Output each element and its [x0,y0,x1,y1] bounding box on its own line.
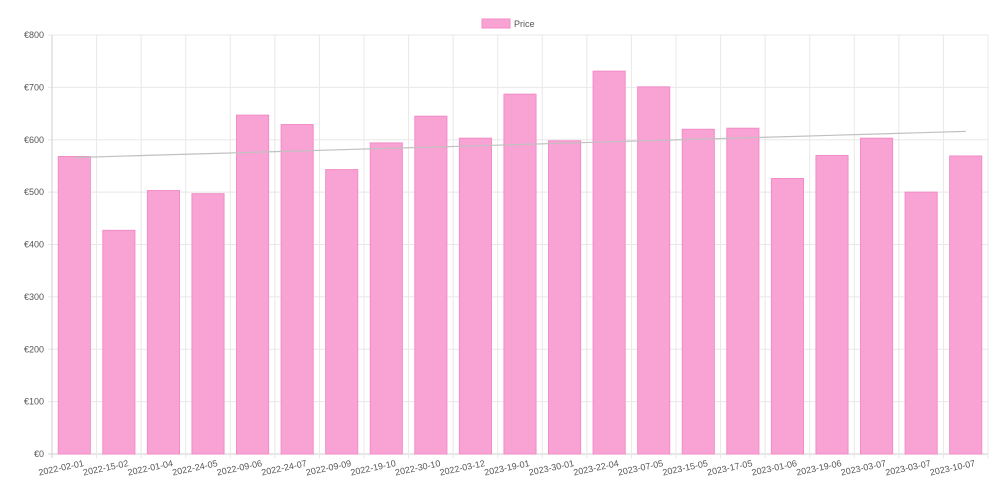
legend-swatch [481,18,511,29]
bar[interactable] [503,93,537,455]
x-tick-label: 2023-07-05 [617,458,664,477]
bar[interactable] [458,137,492,455]
y-tick-label: €600 [24,135,44,145]
x-tick-label: 2022-02-01 [38,458,85,477]
bar[interactable] [637,86,671,455]
x-tick-label: 2022-24-05 [171,458,218,477]
bar[interactable] [592,70,626,455]
x-tick-label: 2022-01-04 [127,458,174,477]
x-tick-label: 2023-17-05 [706,458,753,477]
bar[interactable] [726,127,760,455]
y-tick-label: €400 [24,240,44,250]
x-tick-label: 2022-24-07 [260,458,307,477]
bar[interactable] [815,154,849,455]
bar[interactable] [548,140,582,455]
x-tick-label: 2022-30-10 [394,458,441,477]
bar[interactable] [325,169,359,455]
bar-series [57,70,983,455]
y-axis-tick-labels: €0 €100 €200 €300 €400 €500 €600 €700 €800 [24,30,44,459]
bar[interactable] [280,124,314,455]
legend-label-price: Price [514,19,535,29]
x-tick-label: 2022-03-12 [439,458,486,477]
grid-lines [48,34,989,458]
bar[interactable] [102,229,136,455]
y-tick-label: €100 [24,397,44,407]
x-tick-label: 2023-30-01 [528,458,575,477]
bar[interactable] [191,193,225,455]
trend-line [74,130,966,159]
x-tick-label: 2022-09-06 [216,458,263,477]
bar[interactable] [369,142,403,455]
x-tick-label: 2023-03-07 [840,458,887,477]
x-tick-label: 2023-19-06 [795,458,842,477]
x-tick-label: 2022-15-02 [82,458,129,477]
bar[interactable] [414,115,448,455]
x-tick-label: 2023-19-01 [483,458,530,477]
x-tick-label: 2023-22-04 [572,458,619,477]
bar[interactable] [236,114,270,455]
bar[interactable] [904,191,938,455]
x-tick-label: 2023-10-07 [929,458,976,477]
bar[interactable] [681,128,715,455]
bar[interactable] [146,190,180,455]
y-tick-label: €200 [24,344,44,354]
x-tick-label: 2023-15-05 [662,458,709,477]
x-tick-label: 2023-01-06 [751,458,798,477]
y-tick-label: €500 [24,187,44,197]
bar[interactable] [949,155,983,455]
x-tick-label: 2023-03-07 [884,458,931,477]
x-tick-label: 2022-09-09 [305,458,352,477]
trend-line-series [74,130,966,159]
y-tick-label: €300 [24,292,44,302]
legend[interactable]: Price [481,18,535,29]
x-axis-tick-labels: 2022-02-012022-15-022022-01-042022-24-05… [38,458,977,477]
bar[interactable] [57,156,91,455]
y-tick-label: €0 [34,449,44,459]
y-tick-label: €700 [24,82,44,92]
bar[interactable] [770,178,804,455]
x-tick-label: 2022-19-10 [350,458,397,477]
bar[interactable] [860,137,894,455]
y-tick-label: €800 [24,30,44,40]
